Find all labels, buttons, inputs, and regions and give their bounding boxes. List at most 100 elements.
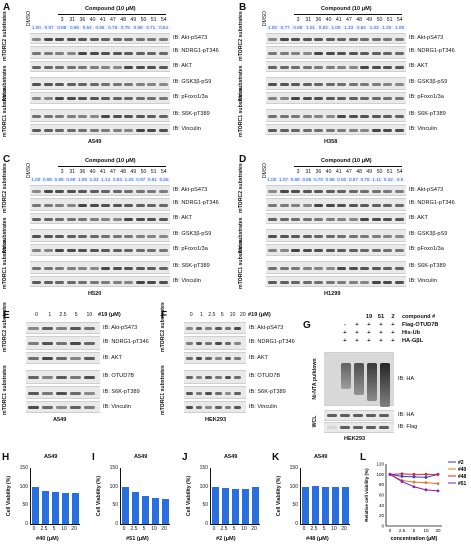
blot-band — [325, 128, 335, 132]
quant-value: 0.99 — [133, 25, 143, 30]
blot-band — [383, 203, 392, 207]
blot-band — [383, 234, 392, 238]
blot-band — [314, 234, 323, 238]
blot-band — [394, 217, 404, 221]
lane-label: 1 — [48, 312, 52, 318]
ib-label: IB: NDRG1-pT346 — [173, 48, 219, 54]
y-axis-label: Cell Viability (%) — [276, 475, 282, 517]
quant-value: 1.30 — [382, 25, 392, 30]
blot-band — [279, 65, 289, 69]
blot-band — [337, 266, 346, 270]
blot-strip — [184, 322, 246, 334]
header-line — [58, 166, 166, 167]
quant-value: 1.09 — [77, 177, 87, 182]
ib-label: IB: Flag — [398, 424, 418, 430]
blot-band — [28, 391, 39, 395]
blot-band — [360, 97, 369, 100]
x-axis-label: #40 (μM) — [36, 536, 59, 542]
blot-band — [268, 203, 277, 207]
ib-label: IB: S6K-pT389 — [173, 111, 210, 117]
blot-band — [28, 342, 39, 345]
blot-band — [135, 217, 145, 221]
blot-band — [234, 376, 241, 379]
x-axis — [300, 524, 350, 525]
blot-band — [124, 217, 133, 221]
y-axis-label: Cell Viability (%) — [96, 475, 102, 517]
lane-labels: 0 1 2.5 5 10 — [30, 312, 96, 318]
blot-band — [314, 65, 323, 69]
blot-band — [394, 280, 404, 284]
x-tick-label: 2.5 — [399, 528, 406, 533]
blot-strip — [266, 229, 406, 242]
condition-mark: + — [367, 330, 371, 336]
quant-value: 1.03 — [369, 25, 379, 30]
bar — [242, 488, 249, 524]
blot-band — [66, 97, 76, 100]
blot-band — [78, 65, 87, 69]
blot-band — [302, 65, 312, 69]
blot-band — [135, 65, 145, 69]
blot-band — [89, 234, 99, 238]
x-tick-label: 0 — [212, 526, 216, 532]
blot-strip — [26, 401, 100, 413]
blot-band — [340, 414, 350, 417]
ib-label: IB: NDRG1-pT346 — [103, 339, 149, 345]
blot-strip — [26, 336, 100, 350]
quant-value: 1.00 — [31, 177, 41, 182]
smear-band — [354, 363, 364, 395]
blot-band — [66, 249, 76, 252]
blot-band — [279, 51, 289, 55]
quant-value: 0.84 — [356, 25, 366, 30]
blot-band — [43, 114, 53, 118]
blot-band — [291, 51, 300, 55]
blot-band — [43, 51, 53, 55]
blot-band — [124, 280, 133, 284]
blot-band — [66, 203, 76, 207]
blot-band — [78, 37, 87, 41]
blot-band — [101, 266, 110, 270]
blot-band — [314, 82, 323, 86]
blot-band — [383, 114, 392, 118]
data-point — [436, 482, 440, 486]
lane-label: 36 — [79, 169, 86, 175]
x-tick-label: 10 — [151, 526, 157, 532]
blot-band — [314, 97, 323, 100]
x-tick-label: 0 — [32, 526, 36, 532]
x-axis — [120, 524, 170, 525]
blot-band — [56, 357, 67, 360]
blot-band — [43, 189, 53, 193]
bar-panel: J A549 Cell Viability (%) 0 50 100 150 0 2.5 5 10 2… — [180, 452, 270, 550]
blot-band — [215, 406, 222, 409]
blot-band — [268, 51, 277, 55]
blot-band — [66, 280, 76, 284]
ib-label: IB: S6K-pT389 — [173, 263, 210, 269]
blot-band — [112, 114, 122, 118]
header-line — [294, 14, 402, 15]
blot-band — [325, 82, 335, 86]
legend-entry: #40 — [458, 467, 467, 473]
blot-band — [84, 391, 95, 395]
quant-value: 0.75 — [120, 25, 130, 30]
blot-band — [224, 357, 232, 360]
compound-header: Compound (10 μM) — [321, 158, 372, 164]
blot-band — [186, 342, 193, 345]
bar — [62, 492, 69, 524]
condition-mark: + — [367, 322, 371, 328]
blot-band — [325, 280, 335, 284]
quant-value: 0.71 — [146, 25, 156, 30]
cell-line-label: A549 — [88, 139, 102, 145]
data-point — [412, 475, 416, 479]
lane-label: 41 — [99, 169, 106, 175]
blot-band — [70, 342, 81, 345]
blot-band — [348, 203, 358, 207]
blot-band — [147, 114, 156, 118]
blot-band — [279, 189, 289, 193]
blot-band — [42, 342, 53, 345]
quant-value: 1.12 — [101, 177, 111, 182]
quant-value: 0.97 — [44, 25, 54, 30]
ib-label: IB: S6K-pT389 — [409, 111, 446, 117]
blot-band — [135, 128, 145, 132]
blot-strip — [184, 352, 246, 364]
bar — [162, 498, 169, 524]
blot-band — [224, 342, 232, 345]
